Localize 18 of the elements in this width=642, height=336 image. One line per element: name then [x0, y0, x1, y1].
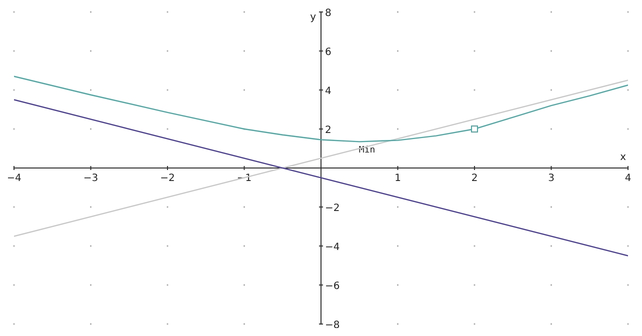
y-tick-label: −8	[325, 320, 340, 331]
x-tick-label: −2	[160, 173, 175, 184]
line-series	[14, 76, 628, 142]
y-tick-label: 4	[325, 86, 332, 97]
y-tick-label: −2	[325, 203, 340, 214]
x-tick-label: −4	[6, 173, 22, 184]
y-tick-label: −6	[325, 281, 340, 292]
x-tick-label: 3	[548, 173, 554, 184]
y-tick-label: −4	[325, 242, 340, 253]
x-tick-label: 4	[624, 173, 632, 184]
y-tick-label: 8	[325, 8, 332, 19]
x-tick-label: 1	[394, 173, 401, 184]
y-tick-label: 2	[325, 125, 332, 136]
x-axis-title: x	[620, 152, 626, 163]
x-tick-label: −3	[83, 173, 98, 184]
x-tick-label: 2	[471, 173, 478, 184]
y-axis-title: y	[310, 12, 316, 23]
y-tick-label: 6	[325, 47, 332, 58]
